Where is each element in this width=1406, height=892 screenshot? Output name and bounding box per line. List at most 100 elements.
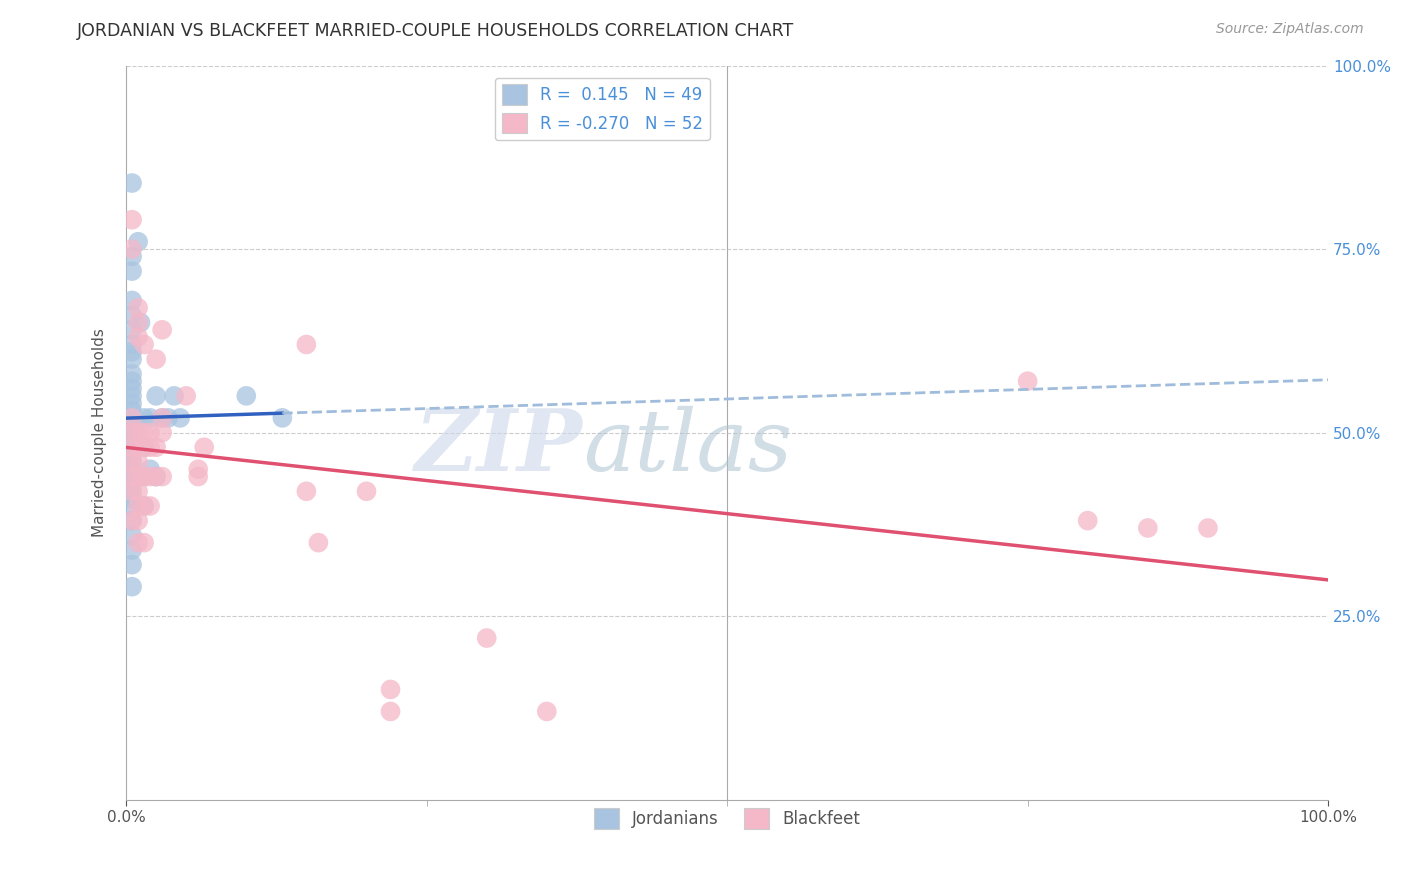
Point: [1136, 521, 1159, 535]
Point: [145, 389, 167, 403]
Point: [121, 440, 143, 454]
Point: [307, 535, 329, 549]
Point: [121, 469, 143, 483]
Point: [187, 462, 209, 476]
Point: [127, 455, 149, 469]
Point: [121, 433, 143, 447]
Point: [127, 469, 149, 483]
Point: [121, 418, 143, 433]
Point: [145, 440, 167, 454]
Point: [132, 499, 155, 513]
Point: [121, 389, 143, 403]
Point: [132, 440, 155, 454]
Point: [132, 535, 155, 549]
Point: [121, 484, 143, 499]
Point: [150, 323, 173, 337]
Point: [127, 484, 149, 499]
Point: [121, 514, 143, 528]
Point: [187, 469, 209, 483]
Point: [121, 440, 143, 454]
Point: [129, 316, 152, 330]
Point: [121, 382, 143, 396]
Point: [127, 330, 149, 344]
Point: [121, 558, 143, 572]
Point: [121, 528, 143, 542]
Point: [121, 352, 143, 367]
Point: [132, 499, 155, 513]
Point: [121, 477, 143, 491]
Point: [121, 293, 143, 308]
Point: [163, 389, 186, 403]
Point: [121, 264, 143, 278]
Point: [139, 462, 162, 476]
Point: [132, 440, 155, 454]
Point: [169, 410, 191, 425]
Text: ZIP: ZIP: [415, 406, 583, 489]
Point: [1017, 374, 1039, 388]
Point: [145, 469, 167, 483]
Point: [121, 425, 143, 440]
Point: [121, 249, 143, 263]
Point: [121, 308, 143, 322]
Point: [139, 469, 162, 483]
Point: [121, 425, 143, 440]
Point: [121, 242, 143, 256]
Point: [1197, 521, 1219, 535]
Text: atlas: atlas: [583, 406, 792, 489]
Point: [150, 410, 173, 425]
Point: [121, 514, 143, 528]
Point: [475, 631, 498, 645]
Point: [235, 389, 257, 403]
Y-axis label: Married-couple Households: Married-couple Households: [93, 328, 107, 537]
Point: [121, 455, 143, 469]
Point: [121, 469, 143, 483]
Point: [121, 462, 143, 476]
Point: [127, 499, 149, 513]
Point: [271, 410, 294, 425]
Point: [121, 410, 143, 425]
Point: [132, 469, 155, 483]
Point: [121, 396, 143, 410]
Point: [139, 410, 162, 425]
Point: [121, 344, 143, 359]
Point: [139, 499, 162, 513]
Text: Source: ZipAtlas.com: Source: ZipAtlas.com: [1216, 22, 1364, 37]
Point: [145, 352, 167, 367]
Point: [121, 410, 143, 425]
Legend: Jordanians, Blackfeet: Jordanians, Blackfeet: [588, 802, 868, 835]
Point: [121, 455, 143, 469]
Point: [127, 535, 149, 549]
Point: [145, 469, 167, 483]
Point: [121, 176, 143, 190]
Point: [121, 403, 143, 417]
Point: [121, 491, 143, 506]
Point: [1077, 514, 1099, 528]
Point: [132, 410, 155, 425]
Point: [121, 212, 143, 227]
Point: [356, 484, 378, 499]
Point: [157, 410, 180, 425]
Point: [132, 469, 155, 483]
Point: [127, 301, 149, 315]
Point: [127, 235, 149, 249]
Point: [127, 425, 149, 440]
Point: [193, 440, 215, 454]
Point: [121, 448, 143, 462]
Point: [150, 410, 173, 425]
Point: [295, 484, 318, 499]
Point: [121, 580, 143, 594]
Point: [295, 337, 318, 351]
Point: [139, 440, 162, 454]
Text: JORDANIAN VS BLACKFEET MARRIED-COUPLE HOUSEHOLDS CORRELATION CHART: JORDANIAN VS BLACKFEET MARRIED-COUPLE HO…: [77, 22, 794, 40]
Point: [121, 484, 143, 499]
Point: [121, 323, 143, 337]
Point: [127, 316, 149, 330]
Point: [536, 705, 558, 719]
Point: [132, 425, 155, 440]
Point: [121, 543, 143, 558]
Point: [127, 514, 149, 528]
Point: [174, 389, 197, 403]
Point: [380, 705, 402, 719]
Point: [121, 374, 143, 388]
Point: [139, 425, 162, 440]
